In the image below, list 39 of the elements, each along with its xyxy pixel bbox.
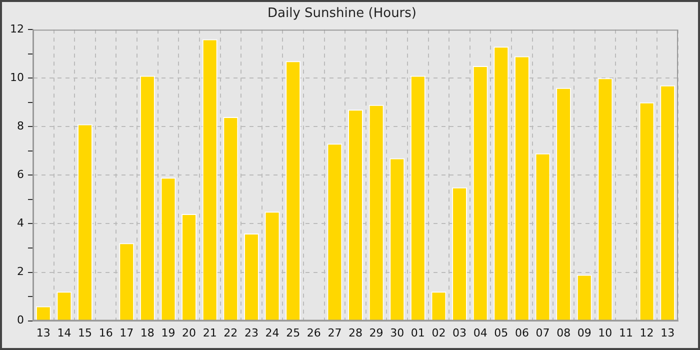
- x-tick-label: 14: [57, 326, 72, 340]
- y-tick-label: 0: [16, 314, 24, 327]
- x-tick-label: 22: [224, 326, 238, 340]
- x-tick-label: 28: [348, 326, 362, 340]
- x-tick-label: 20: [182, 326, 196, 340]
- x-tick-label: 13: [660, 326, 675, 340]
- x-tick-label: 02: [432, 326, 446, 340]
- x-tick-label: 09: [577, 326, 592, 340]
- x-tick-label: 05: [494, 326, 508, 340]
- y-tick-label: 6: [16, 168, 24, 182]
- x-tick-label: 16: [98, 326, 113, 340]
- y-tick-label: 10: [10, 70, 24, 84]
- x-tick-label: 06: [514, 326, 529, 340]
- x-tick-label: 03: [452, 326, 467, 340]
- x-tick-label: 24: [265, 326, 280, 340]
- y-tick-label: 2: [16, 265, 24, 278]
- x-tick-label: 26: [306, 326, 321, 340]
- x-tick-label: 10: [598, 326, 612, 340]
- y-tick-label: 12: [10, 22, 24, 36]
- x-tick-label: 21: [202, 326, 217, 340]
- x-tick-label: 25: [286, 326, 300, 340]
- x-tick-label: 08: [556, 326, 571, 340]
- chart-title: Daily Sunshine (Hours): [268, 6, 416, 22]
- x-tick-label: 07: [536, 326, 550, 340]
- y-tick-label: 8: [16, 120, 24, 133]
- x-tick-label: 18: [140, 326, 154, 340]
- x-tick-label: 01: [410, 326, 425, 340]
- x-tick-label: 27: [328, 326, 342, 340]
- x-tick-label: 29: [369, 326, 384, 340]
- x-tick-label: 15: [78, 326, 92, 340]
- x-tick-label: 23: [244, 326, 258, 340]
- x-tick-label: 17: [120, 326, 134, 340]
- x-tick-label: 19: [161, 326, 176, 340]
- x-tick-label: 12: [640, 326, 654, 340]
- y-tick-label: 4: [16, 216, 24, 230]
- x-tick-label: 30: [390, 326, 404, 340]
- x-tick-label: 11: [618, 326, 633, 340]
- x-tick-label: 13: [36, 326, 50, 340]
- x-tick-label: 04: [473, 326, 488, 340]
